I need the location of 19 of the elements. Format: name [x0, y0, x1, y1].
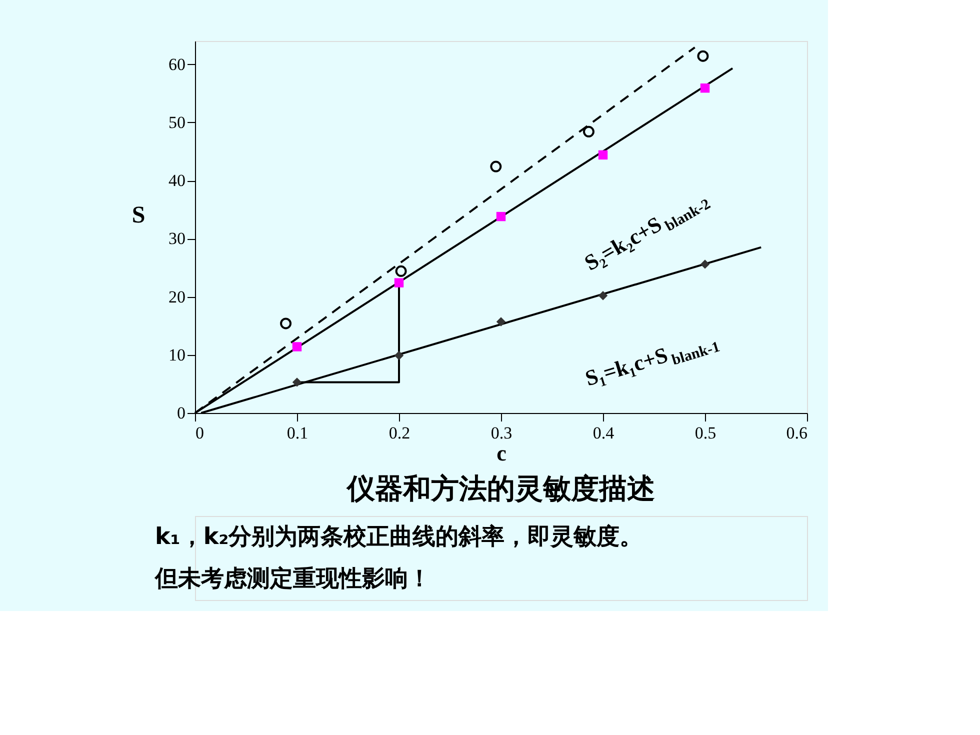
x-tick-label: 0 — [196, 424, 204, 442]
y-axis-title: S — [132, 202, 146, 228]
y-tick-label: 20 — [168, 287, 186, 306]
text: k₁，k₂分别为两条校正曲线的斜率，即灵敏度。 — [155, 523, 643, 550]
y-tick-label: 60 — [168, 54, 186, 74]
text: 仪器和方法的灵敏度描述 — [346, 472, 655, 505]
x-axis-title: c — [496, 440, 507, 466]
y-tick-label: 40 — [168, 171, 186, 190]
y-tick-label: 10 — [168, 345, 186, 364]
x-tick-label: 0.1 — [286, 424, 308, 442]
x-tick-label: 0.2 — [388, 424, 410, 442]
x-tick-label: 0.4 — [592, 424, 615, 442]
x-tick-label: 0.6 — [786, 424, 808, 442]
x-tick-label: 0.5 — [694, 424, 716, 442]
text: 但未考虑测定重现性影响！ — [154, 565, 431, 592]
y-tick-label: 50 — [168, 112, 186, 132]
x-tick-label: 0.3 — [490, 424, 512, 442]
y-tick-label: 0 — [177, 404, 186, 422]
y-tick-label: 30 — [168, 229, 186, 248]
